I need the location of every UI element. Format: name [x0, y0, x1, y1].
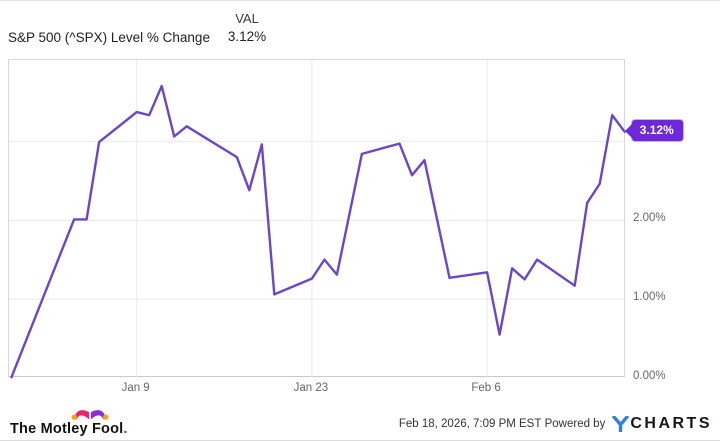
ycharts-logo[interactable]: CHARTS [612, 415, 712, 433]
x-axis-tick-label: Feb 6 [471, 382, 501, 394]
line-chart-svg [9, 60, 626, 379]
timestamp-text: Feb 18, 2026, 7:09 PM EST Powered by [399, 418, 606, 430]
motley-fool-text: The Motley Fool [10, 421, 124, 437]
y-axis-tick-label: 2.00% [633, 212, 666, 225]
last-value-badge: 3.12% [624, 120, 683, 142]
y-axis-tick-label: 0.00% [633, 370, 666, 382]
plot-area [8, 59, 626, 379]
chart-timestamp: Feb 18, 2026, 7:09 PM EST [398, 418, 542, 430]
spx-series-line [10, 84, 626, 379]
val-current-value: 3.12% [227, 29, 267, 44]
ycharts-y-icon [612, 416, 630, 432]
footer-attribution: Feb 18, 2026, 7:09 PM EST Powered by CHA… [399, 413, 712, 435]
x-axis-tick-label: Jan 23 [293, 382, 329, 394]
value-column: VAL 3.12% [215, 11, 279, 44]
x-axis-tick-label: Jan 9 [121, 382, 150, 394]
powered-by-text: Powered by [544, 418, 606, 430]
ycharts-wordmark: CHARTS [630, 415, 712, 432]
y-axis-tick-label: 1.00% [633, 291, 666, 304]
jester-hat-icon [71, 410, 109, 420]
motley-fool-logo[interactable]: The Motley Fool. [10, 405, 130, 437]
motley-fool-period: . [123, 421, 128, 437]
motley-fool-wordmark: The Motley Fool. [10, 421, 128, 437]
val-column-header: VAL [235, 11, 259, 26]
chart-title: S&P 500 (^SPX) Level % Change [8, 30, 210, 45]
